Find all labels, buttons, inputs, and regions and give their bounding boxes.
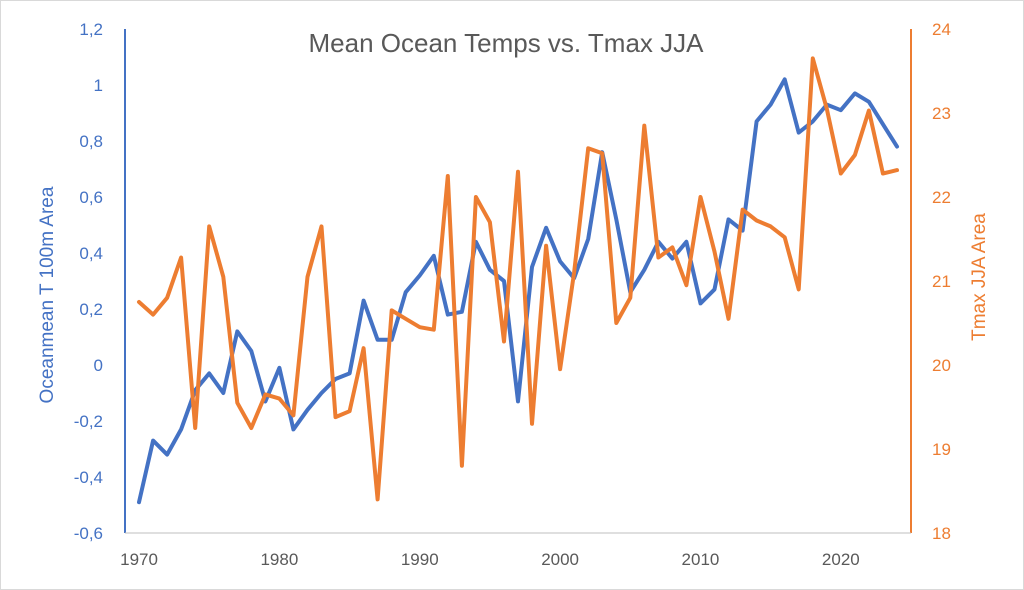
left-axis-title: Oceanmean T 100m Area xyxy=(37,186,58,403)
left-tick-label: 0,6 xyxy=(79,188,103,207)
x-tick-label: 2020 xyxy=(822,550,860,569)
right-axis-title: Tmax JJA Area xyxy=(969,213,990,341)
right-tick-label: 19 xyxy=(932,440,951,459)
series-line-tmax-jja xyxy=(137,56,899,502)
right-tick-label: 24 xyxy=(932,20,951,39)
x-axis: 1970 1980 1990 2000 2010 2020 xyxy=(120,532,911,569)
right-tick-label: 20 xyxy=(932,356,951,375)
left-axis: -0,6 -0,4 -0,2 0 0,2 0,4 0,6 0,8 1 1,2 xyxy=(74,20,126,543)
left-tick-label: 1 xyxy=(94,76,103,95)
chart-title: Mean Ocean Temps vs. Tmax JJA xyxy=(309,28,705,58)
x-tick-label: 1970 xyxy=(120,550,158,569)
right-axis: 18 19 20 21 22 23 24 xyxy=(910,20,951,543)
left-tick-label: -0,2 xyxy=(74,412,103,431)
left-tick-label: 0 xyxy=(94,356,103,375)
left-tick-label: 0,2 xyxy=(79,300,103,319)
right-tick-label: 18 xyxy=(932,524,951,543)
series-line-oceanmean-t xyxy=(137,77,899,505)
x-tick-label: 2010 xyxy=(682,550,720,569)
left-tick-label: 0,8 xyxy=(79,132,103,151)
x-tick-label: 1980 xyxy=(260,550,298,569)
left-tick-label: -0,6 xyxy=(74,524,103,543)
right-tick-label: 22 xyxy=(932,188,951,207)
right-tick-label: 21 xyxy=(932,272,951,291)
x-tick-label: 1990 xyxy=(401,550,439,569)
left-tick-label: 1,2 xyxy=(79,20,103,39)
left-tick-label: -0,4 xyxy=(74,468,103,487)
series-layer xyxy=(137,56,899,505)
right-tick-label: 23 xyxy=(932,104,951,123)
x-tick-label: 2000 xyxy=(541,550,579,569)
left-tick-label: 0,4 xyxy=(79,244,103,263)
